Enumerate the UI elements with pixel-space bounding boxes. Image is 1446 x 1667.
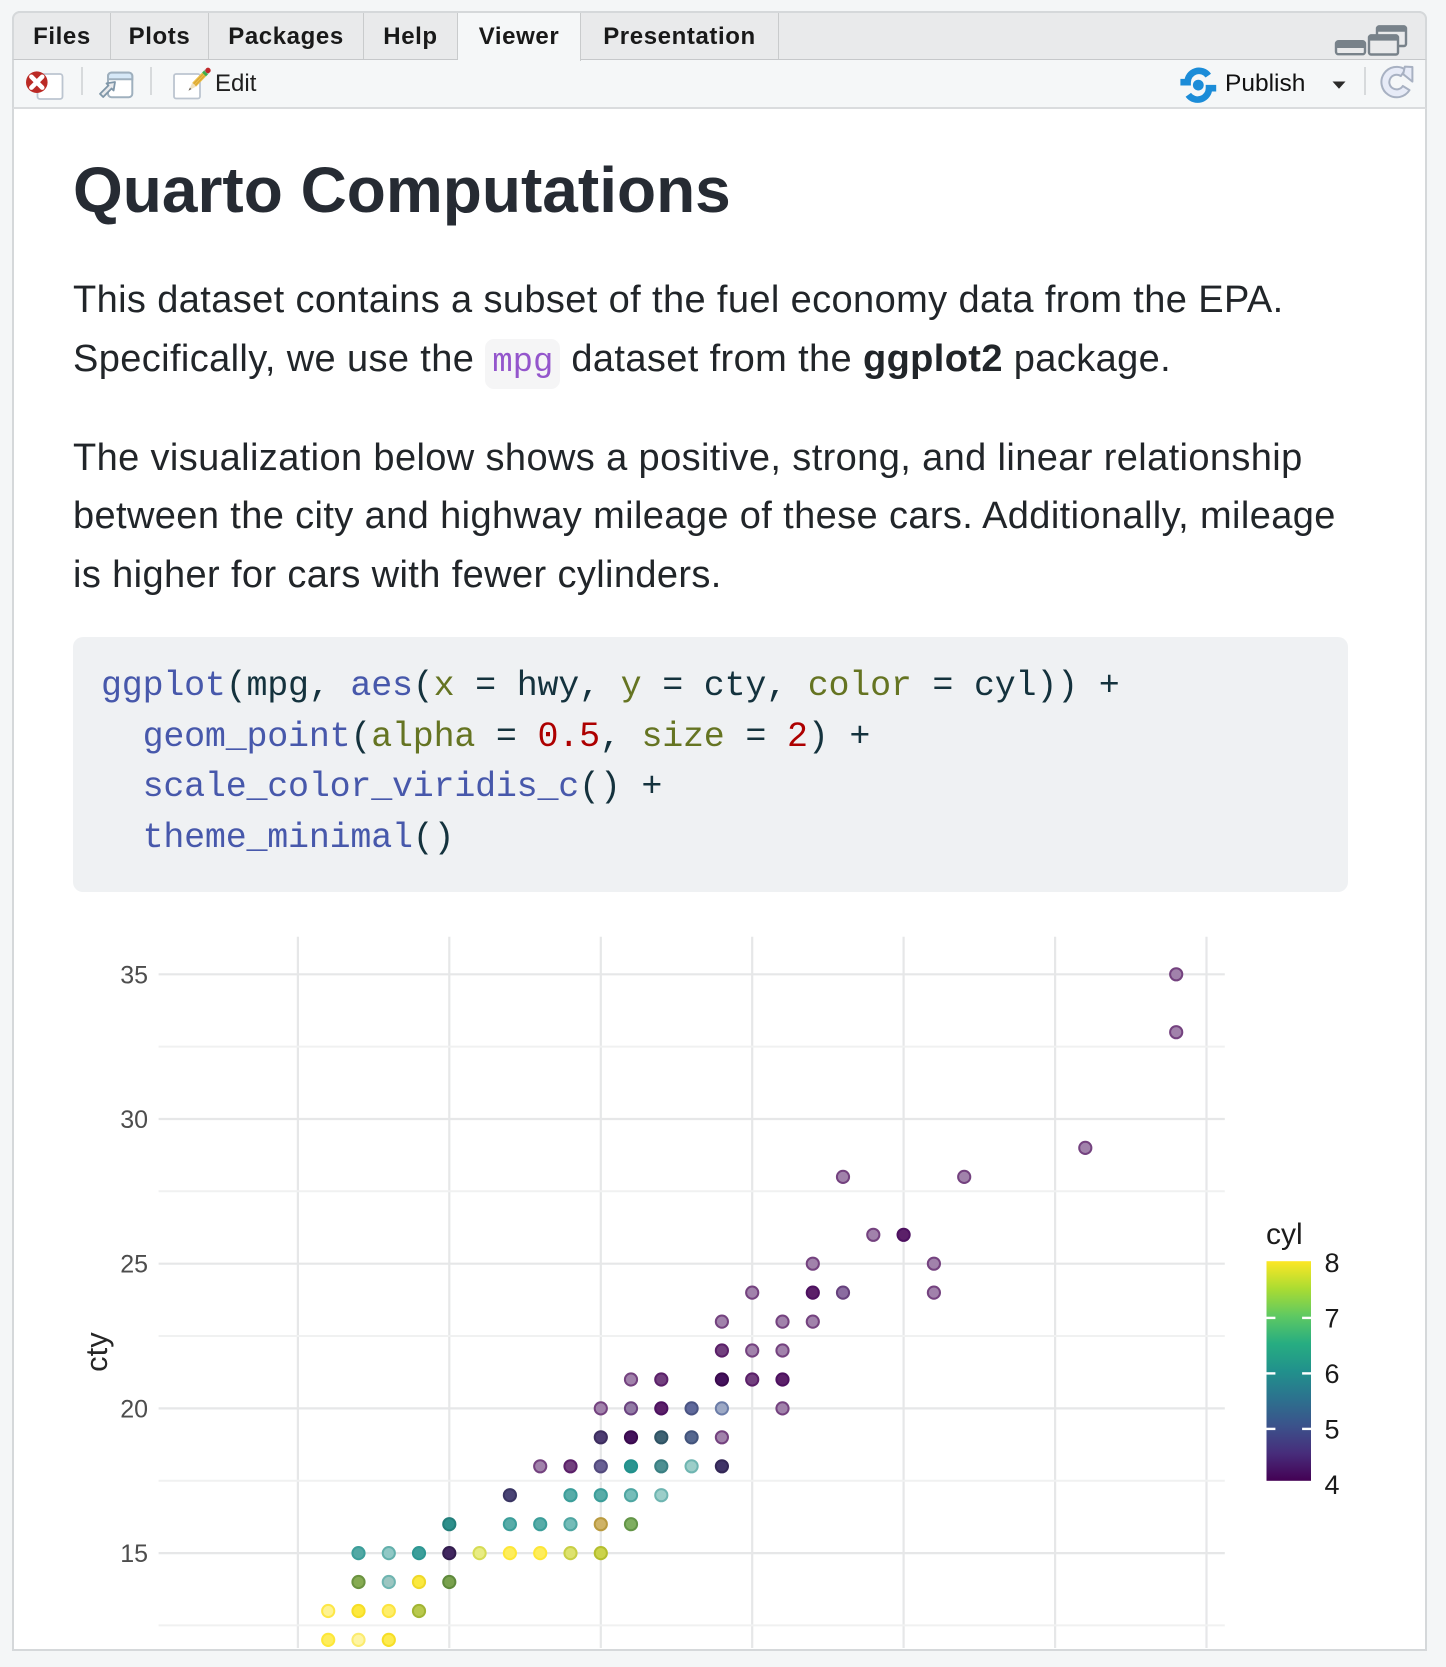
svg-text:6: 6 xyxy=(1325,1359,1340,1389)
svg-text:35: 35 xyxy=(120,961,148,989)
svg-text:5: 5 xyxy=(1325,1414,1340,1444)
svg-text:8: 8 xyxy=(1325,1248,1340,1278)
svg-text:25: 25 xyxy=(120,1251,148,1279)
svg-text:4: 4 xyxy=(1325,1470,1340,1500)
svg-text:20: 20 xyxy=(120,1395,148,1423)
svg-text:15: 15 xyxy=(120,1540,148,1568)
svg-text:7: 7 xyxy=(1325,1303,1340,1333)
svg-text:cty: cty xyxy=(79,1332,114,1372)
svg-text:30: 30 xyxy=(120,1106,148,1134)
svg-text:cyl: cyl xyxy=(1266,1218,1303,1251)
